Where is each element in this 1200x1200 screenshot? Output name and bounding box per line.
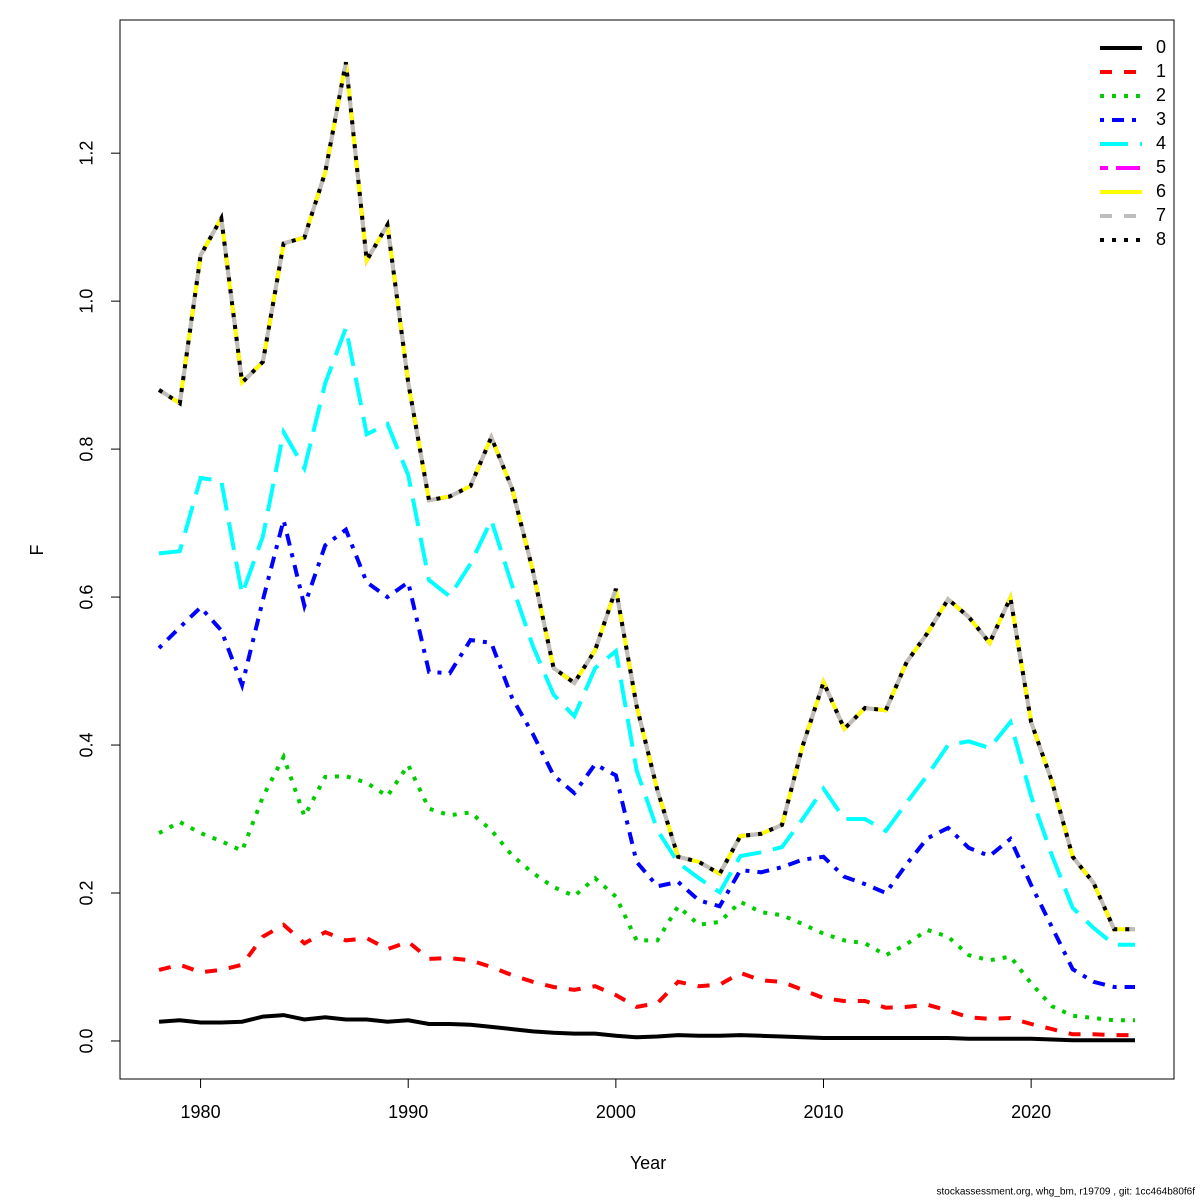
x-axis-label: Year (630, 1153, 666, 1173)
y-tick-label: 0.4 (77, 733, 97, 758)
x-tick-label: 2010 (803, 1102, 843, 1122)
x-tick-label: 1990 (388, 1102, 428, 1122)
y-tick-label: 0.6 (77, 585, 97, 610)
series-line (157, 519, 1135, 989)
series-line (158, 320, 1135, 947)
series-line (157, 61, 1135, 932)
legend-label: 6 (1156, 181, 1166, 201)
y-tick-label: 1.0 (77, 289, 97, 314)
y-tick-label: 0.8 (77, 437, 97, 462)
x-tick-label: 2000 (596, 1102, 636, 1122)
legend-label: 1 (1156, 61, 1166, 81)
legend-label: 8 (1156, 229, 1166, 249)
y-tick-label: 0.0 (77, 1028, 97, 1053)
series-line (158, 1013, 1135, 1043)
legend-label: 4 (1156, 133, 1166, 153)
footnote: stockassessment.org, whg_bm, r19709 , gi… (937, 1187, 1196, 1198)
x-tick-label: 1980 (181, 1102, 221, 1122)
series-line (158, 751, 1135, 1023)
y-axis-label: F (27, 545, 47, 556)
y-tick-label: 1.2 (77, 141, 97, 166)
legend-label: 2 (1156, 85, 1166, 105)
legend-label: 3 (1156, 109, 1166, 129)
legend-label: 0 (1156, 37, 1166, 57)
series-line (158, 922, 1135, 1038)
x-tick-label: 2020 (1011, 1102, 1051, 1122)
legend-label: 7 (1156, 205, 1166, 225)
plot-box (119, 19, 1175, 1080)
legend-label: 5 (1156, 157, 1166, 177)
y-tick-label: 0.2 (77, 880, 97, 905)
